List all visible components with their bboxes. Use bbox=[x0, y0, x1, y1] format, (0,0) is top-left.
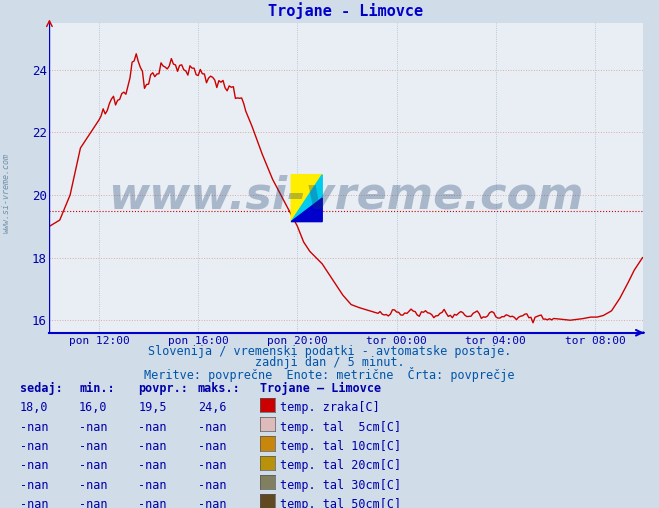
Text: -nan: -nan bbox=[20, 421, 48, 434]
Text: -nan: -nan bbox=[198, 421, 226, 434]
Text: 19,5: 19,5 bbox=[138, 401, 167, 415]
Text: maks.:: maks.: bbox=[198, 382, 241, 395]
Text: 18,0: 18,0 bbox=[20, 401, 48, 415]
Text: www.si-vreme.com: www.si-vreme.com bbox=[2, 153, 11, 233]
Text: www.si-vreme.com: www.si-vreme.com bbox=[108, 175, 584, 218]
Text: -nan: -nan bbox=[79, 479, 107, 492]
Polygon shape bbox=[291, 198, 322, 221]
Text: -nan: -nan bbox=[79, 459, 107, 472]
Text: -nan: -nan bbox=[20, 440, 48, 453]
Text: -nan: -nan bbox=[198, 498, 226, 508]
Text: -nan: -nan bbox=[79, 440, 107, 453]
Text: temp. tal 10cm[C]: temp. tal 10cm[C] bbox=[280, 440, 401, 453]
Text: -nan: -nan bbox=[198, 479, 226, 492]
Text: temp. tal  5cm[C]: temp. tal 5cm[C] bbox=[280, 421, 401, 434]
Text: -nan: -nan bbox=[138, 479, 167, 492]
Text: -nan: -nan bbox=[79, 498, 107, 508]
Text: -nan: -nan bbox=[138, 421, 167, 434]
Text: -nan: -nan bbox=[198, 459, 226, 472]
Text: -nan: -nan bbox=[198, 440, 226, 453]
Text: -nan: -nan bbox=[138, 459, 167, 472]
Text: povpr.:: povpr.: bbox=[138, 382, 188, 395]
Text: -nan: -nan bbox=[20, 498, 48, 508]
Text: zadnji dan / 5 minut.: zadnji dan / 5 minut. bbox=[254, 356, 405, 369]
Text: -nan: -nan bbox=[20, 459, 48, 472]
Text: -nan: -nan bbox=[138, 440, 167, 453]
Text: -nan: -nan bbox=[20, 479, 48, 492]
Polygon shape bbox=[291, 175, 322, 221]
Title: Trojane - Limovce: Trojane - Limovce bbox=[268, 2, 424, 19]
Text: temp. tal 20cm[C]: temp. tal 20cm[C] bbox=[280, 459, 401, 472]
Text: min.:: min.: bbox=[79, 382, 115, 395]
Text: temp. zraka[C]: temp. zraka[C] bbox=[280, 401, 380, 415]
Text: temp. tal 30cm[C]: temp. tal 30cm[C] bbox=[280, 479, 401, 492]
Text: Trojane – Limovce: Trojane – Limovce bbox=[260, 382, 382, 395]
Text: sedaj:: sedaj: bbox=[20, 382, 63, 395]
Text: 16,0: 16,0 bbox=[79, 401, 107, 415]
Text: 24,6: 24,6 bbox=[198, 401, 226, 415]
Text: Meritve: povprečne  Enote: metrične  Črta: povprečje: Meritve: povprečne Enote: metrične Črta:… bbox=[144, 367, 515, 382]
Text: temp. tal 50cm[C]: temp. tal 50cm[C] bbox=[280, 498, 401, 508]
Polygon shape bbox=[291, 175, 322, 221]
Text: -nan: -nan bbox=[138, 498, 167, 508]
Text: Slovenija / vremenski podatki - avtomatske postaje.: Slovenija / vremenski podatki - avtomats… bbox=[148, 345, 511, 359]
Text: -nan: -nan bbox=[79, 421, 107, 434]
